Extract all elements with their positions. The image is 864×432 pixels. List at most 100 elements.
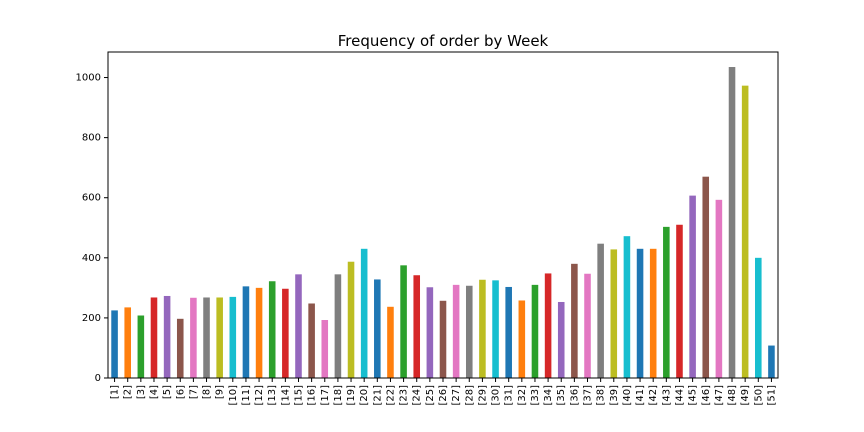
plot-frame bbox=[107, 51, 779, 379]
x-tick-label: [2] bbox=[123, 385, 134, 399]
x-tick-label: [37] bbox=[583, 385, 594, 406]
x-tick-label: [14] bbox=[280, 385, 291, 406]
x-tick-label: [19] bbox=[346, 385, 357, 406]
bar-week-29 bbox=[479, 279, 486, 378]
bar-week-14 bbox=[282, 288, 289, 378]
bar-week-44 bbox=[676, 224, 683, 378]
bar-week-7 bbox=[190, 297, 197, 378]
bar-week-38 bbox=[597, 243, 604, 378]
x-tick-label: [20] bbox=[359, 385, 370, 406]
x-axis: [1] [2] [3] [4] [5] [6] [7] [8] [9] [10] [11] [12][… bbox=[110, 378, 777, 406]
bar-week-21 bbox=[374, 279, 381, 378]
x-tick-label: [49] bbox=[740, 385, 751, 406]
bar-week-31 bbox=[505, 286, 512, 378]
y-tick-label: 1000 bbox=[76, 73, 101, 84]
x-tick-label: [42] bbox=[648, 385, 659, 406]
x-tick-label: [8] bbox=[202, 385, 213, 399]
x-tick-label: [10] bbox=[228, 385, 239, 406]
bar-week-28 bbox=[465, 285, 473, 378]
bar-week-23 bbox=[400, 265, 407, 378]
x-tick-label: [46] bbox=[701, 385, 712, 406]
bar-week-47 bbox=[715, 199, 723, 378]
bar-week-46 bbox=[702, 176, 710, 378]
bar-week-51 bbox=[768, 345, 775, 378]
y-tick-label: 800 bbox=[82, 133, 101, 144]
bar-week-27 bbox=[452, 284, 460, 378]
x-tick-label: [25] bbox=[425, 385, 436, 406]
x-tick-label: [15] bbox=[293, 385, 304, 406]
bar-week-33 bbox=[531, 284, 539, 378]
bar-week-30 bbox=[492, 280, 499, 378]
x-tick-label: [39] bbox=[609, 385, 620, 406]
x-tick-label: [45] bbox=[688, 385, 699, 406]
x-tick-label: [31] bbox=[504, 385, 515, 406]
bar-week-13 bbox=[268, 281, 276, 378]
x-tick-label: [16] bbox=[307, 385, 318, 406]
bar-week-5 bbox=[163, 295, 171, 378]
x-tick-label: [4] bbox=[149, 385, 160, 399]
x-tick-label: [27] bbox=[451, 385, 462, 406]
bar-week-37 bbox=[584, 273, 591, 378]
bar-week-41 bbox=[636, 248, 644, 378]
x-tick-label: [9] bbox=[215, 385, 226, 399]
x-tick-label: [11] bbox=[241, 385, 252, 406]
x-tick-label: [48] bbox=[727, 385, 738, 406]
y-tick-label: 600 bbox=[82, 193, 101, 204]
bar-week-34 bbox=[544, 273, 552, 378]
bar-week-20 bbox=[360, 248, 368, 378]
x-tick-label: [34] bbox=[543, 385, 554, 406]
x-tick-label: [5] bbox=[162, 385, 173, 399]
bar-week-19 bbox=[347, 261, 355, 378]
bar-week-3 bbox=[137, 315, 145, 378]
x-tick-label: [51] bbox=[766, 385, 777, 406]
bar-week-6 bbox=[176, 318, 184, 378]
x-tick-label: [1] bbox=[110, 385, 121, 399]
bar-week-26 bbox=[439, 300, 447, 378]
x-tick-label: [30] bbox=[491, 385, 502, 406]
bar-week-11 bbox=[242, 286, 250, 378]
bar-week-50 bbox=[755, 257, 762, 378]
x-tick-label: [24] bbox=[412, 385, 423, 406]
x-tick-label: [41] bbox=[635, 385, 646, 406]
bar-week-16 bbox=[308, 303, 315, 378]
x-tick-label: [32] bbox=[517, 385, 528, 406]
bar-week-4 bbox=[150, 297, 158, 378]
x-tick-label: [3] bbox=[136, 385, 147, 399]
bar-week-42 bbox=[649, 248, 657, 378]
bar-week-32 bbox=[518, 300, 526, 378]
y-tick-label: 400 bbox=[82, 253, 101, 264]
x-tick-label: [7] bbox=[188, 385, 199, 399]
bar-week-45 bbox=[689, 195, 696, 378]
x-tick-label: [12] bbox=[254, 385, 265, 406]
x-tick-label: [47] bbox=[714, 385, 725, 406]
bar-week-18 bbox=[334, 274, 342, 378]
x-tick-label: [6] bbox=[175, 385, 186, 399]
bar-week-43 bbox=[663, 226, 670, 378]
x-tick-label: [38] bbox=[596, 385, 607, 406]
bar-week-15 bbox=[295, 274, 302, 378]
x-tick-label: [43] bbox=[661, 385, 672, 406]
x-tick-label: [22] bbox=[385, 385, 396, 406]
bar-week-49 bbox=[741, 85, 749, 379]
bar-week-36 bbox=[571, 263, 578, 378]
bar-week-12 bbox=[255, 287, 263, 378]
bar-week-35 bbox=[557, 301, 565, 378]
bar-week-48 bbox=[728, 67, 736, 379]
chart-title: Frequency of order by Week bbox=[338, 32, 549, 50]
x-tick-label: [50] bbox=[753, 385, 764, 406]
bar-week-17 bbox=[321, 320, 329, 378]
x-tick-label: [21] bbox=[372, 385, 383, 406]
bar-week-40 bbox=[623, 236, 631, 378]
x-tick-label: [29] bbox=[477, 385, 488, 406]
x-tick-label: [13] bbox=[267, 385, 278, 406]
bar-week-9 bbox=[216, 297, 223, 378]
bars-group bbox=[111, 67, 775, 379]
x-tick-label: [17] bbox=[320, 385, 331, 406]
x-tick-label: [23] bbox=[399, 385, 410, 406]
bar-week-2 bbox=[124, 307, 131, 378]
x-tick-label: [40] bbox=[622, 385, 633, 406]
y-tick-label: 200 bbox=[82, 313, 101, 324]
bar-week-39 bbox=[610, 249, 618, 378]
x-tick-label: [18] bbox=[333, 385, 344, 406]
